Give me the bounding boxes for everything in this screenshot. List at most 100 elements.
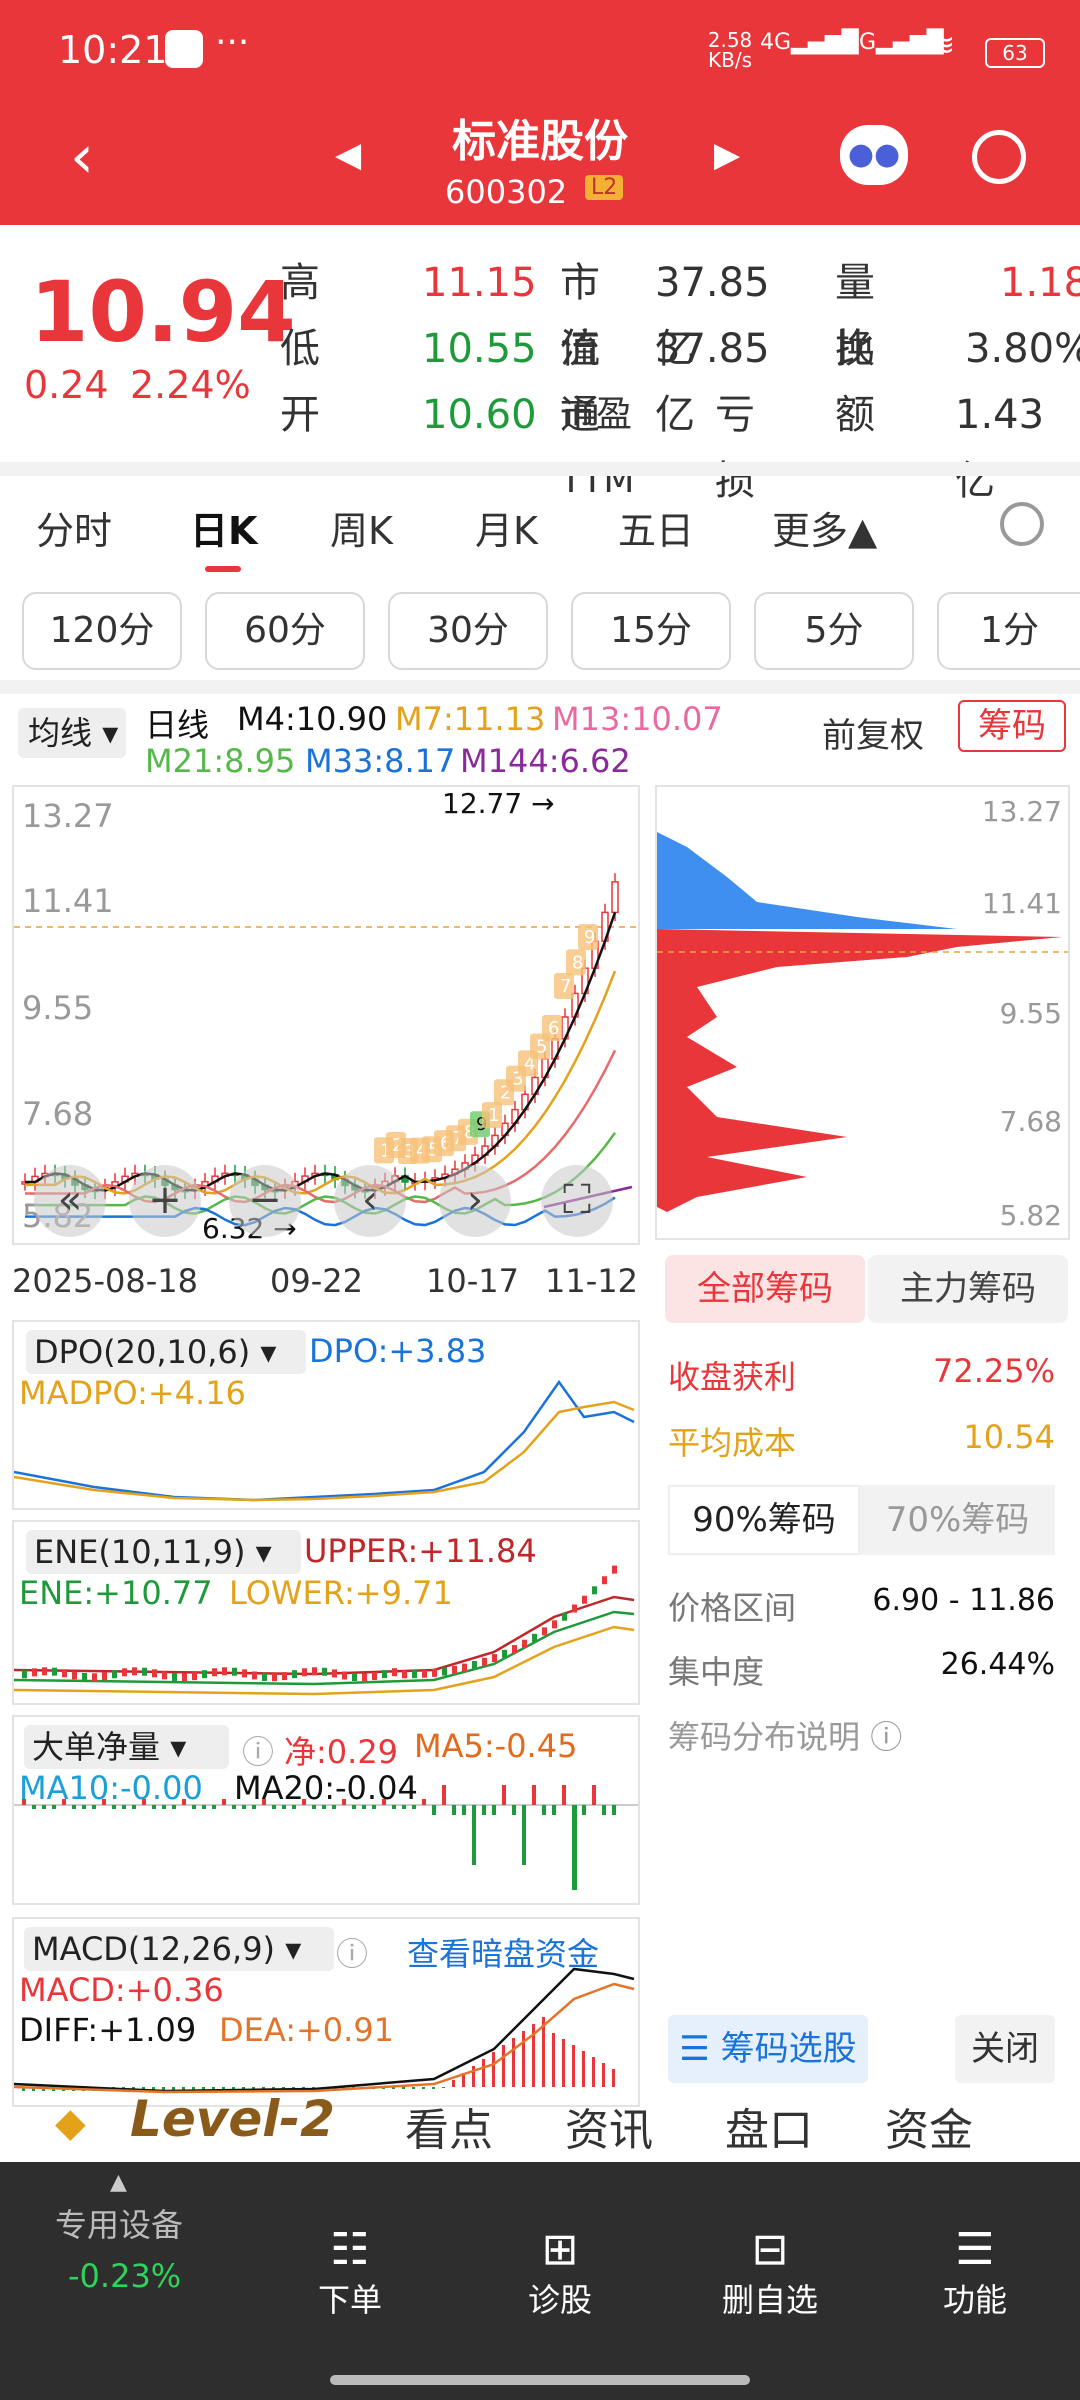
macd-help-icon[interactable]: ⓘ <box>336 1935 369 1973</box>
dpo-pane[interactable]: DPO(20,10,6) ▾ DPO:+3.83 MADPO:+4.16 <box>12 1320 640 1510</box>
chip-close-button[interactable]: 关闭 <box>955 2015 1055 2083</box>
ene-candle <box>242 1669 247 1678</box>
ene-candle <box>192 1672 197 1681</box>
content-tabs: ◆ Level-2 看点 资讯 盘口 资金 <box>0 2090 1080 2160</box>
tab-intraday[interactable]: 分时 <box>36 509 113 553</box>
min-60-button[interactable]: 60分 <box>205 592 365 670</box>
ddx-bar <box>222 1799 226 1805</box>
fullscreen-icon[interactable]: ⛶ <box>541 1165 613 1237</box>
ma-m21: M21:8.95 <box>145 742 296 780</box>
ddx-net: 净:0.29 <box>284 1733 399 1771</box>
remove-watchlist-button[interactable]: ⊟ 删自选 <box>715 2224 825 2321</box>
quote-grid: 高 11.15 市值 37.85亿 量比 1.18 低 10.55 流通 37.85亿换 3.80… <box>280 260 1080 504</box>
tab-five-day[interactable]: 五日 <box>618 509 695 553</box>
ene-candle <box>362 1673 367 1682</box>
min-15-button[interactable]: 15分 <box>571 592 731 670</box>
search-icon[interactable] <box>972 130 1026 184</box>
ene-pane[interactable]: ENE(10,11,9) ▾ UPPER:+11.84 ENE:+10.77 L… <box>12 1520 640 1705</box>
chip-stock-pick-button[interactable]: ☰ 筹码选股 <box>668 2015 868 2083</box>
chip-pane: 13.27 11.41 9.55 7.68 5.82 <box>655 785 1070 1240</box>
ddx-chart <box>14 1785 638 1890</box>
min-1-button[interactable]: 1分 <box>937 592 1080 670</box>
robot-assistant-icon[interactable]: ●● <box>840 125 908 185</box>
ddx-bar <box>442 1785 446 1805</box>
min-30-button[interactable]: 30分 <box>388 592 548 670</box>
diagnose-icon: ⊞ <box>541 2224 579 2275</box>
ene-candle <box>332 1669 337 1678</box>
ma-m144: M144:6.62 <box>460 742 631 780</box>
sequence-marker-label: 8 <box>464 1122 475 1143</box>
prev-stock-icon[interactable]: ◀ <box>335 135 362 175</box>
ene-candle <box>182 1673 187 1682</box>
ene-candle <box>92 1673 97 1682</box>
tab-monthly-k[interactable]: 月K <box>475 509 538 553</box>
ddx-help-icon[interactable]: ⓘ <box>242 1733 275 1771</box>
zoom-out-icon[interactable]: − <box>229 1165 301 1237</box>
chip-toggle-button[interactable]: 筹码 <box>958 700 1066 752</box>
tab-more[interactable]: 更多▲ <box>772 509 878 553</box>
k-ytick-3: 7.68 <box>22 1095 94 1133</box>
ddx-bar <box>22 1799 26 1805</box>
ene-candle <box>112 1670 117 1679</box>
signal-icon-2: 4G▂▄▆█ <box>845 30 944 55</box>
order-icon: ☷ <box>330 2224 370 2275</box>
tab-main-chips[interactable]: 主力筹码 <box>868 1255 1068 1323</box>
min-5-button[interactable]: 5分 <box>754 592 914 670</box>
scroll-left-fast-icon[interactable]: « <box>34 1165 106 1237</box>
profit-label: 收盘获利 <box>668 1358 797 1396</box>
macd-bar <box>552 2033 555 2087</box>
menu-icon: ☰ <box>955 2224 995 2275</box>
sequence-marker-label: 7 <box>452 1128 463 1149</box>
tab-news[interactable]: 资讯 <box>565 2105 653 2156</box>
dpo-selector[interactable]: DPO(20,10,6) ▾ <box>26 1330 306 1374</box>
ddx-bar <box>542 1805 546 1815</box>
order-button[interactable]: ☷ 下单 <box>310 2224 390 2321</box>
sequence-marker-label: 5 <box>428 1139 439 1160</box>
ddx-bar <box>582 1805 586 1815</box>
ene-selector[interactable]: ENE(10,11,9) ▾ <box>26 1530 301 1574</box>
dark-pool-link[interactable]: 查看暗盘资金 <box>407 1935 600 1973</box>
adjust-mode[interactable]: 前复权 <box>822 716 924 756</box>
scroll-left-icon[interactable]: ‹ <box>334 1165 406 1237</box>
next-stock-icon[interactable]: ▶ <box>714 135 741 175</box>
macd-bar <box>592 2057 595 2087</box>
tab-orderbook[interactable]: 盘口 <box>725 2105 813 2156</box>
ddx-bar <box>462 1805 466 1815</box>
ene-candle <box>582 1595 587 1604</box>
macd-pane[interactable]: MACD(12,26,9) ▾ ⓘ 查看暗盘资金 MACD:+0.36 DIFF… <box>12 1917 640 2107</box>
tab-90-chips[interactable]: 90%筹码 <box>668 1485 860 1555</box>
min-120-button[interactable]: 120分 <box>22 592 182 670</box>
tab-daily-k[interactable]: 日K <box>190 509 258 553</box>
tab-level2[interactable]: Level-2 <box>130 2090 335 2148</box>
macd-bar <box>582 2051 585 2087</box>
tab-highlights[interactable]: 看点 <box>405 2105 493 2156</box>
back-icon[interactable]: ‹ <box>70 122 94 192</box>
tab-weekly-k[interactable]: 周K <box>330 509 393 553</box>
settings-hex-icon[interactable] <box>1000 502 1044 546</box>
macd-selector[interactable]: MACD(12,26,9) ▾ <box>24 1927 334 1971</box>
ene-candle <box>102 1672 107 1681</box>
tab-all-chips[interactable]: 全部筹码 <box>665 1255 865 1323</box>
ddx-bar <box>282 1805 286 1809</box>
tab-funds[interactable]: 资金 <box>885 2105 973 2156</box>
chip-help-link[interactable]: 筹码分布说明 ⓘ <box>668 1718 903 1756</box>
ddx-selector[interactable]: 大单净量 ▾ <box>24 1725 229 1769</box>
expand-up-icon[interactable]: ▲ <box>110 2170 127 2195</box>
diagnose-button[interactable]: ⊞ 诊股 <box>520 2224 600 2321</box>
macd-bar <box>522 2031 525 2087</box>
sequence-marker-label: 1 <box>488 1105 499 1126</box>
tab-70-chips[interactable]: 70%筹码 <box>860 1485 1055 1555</box>
scroll-right-icon[interactable]: › <box>439 1165 511 1237</box>
ddx-bar <box>502 1785 506 1805</box>
macd-bar <box>482 2059 485 2087</box>
macd-bar <box>472 2066 475 2087</box>
ma-selector[interactable]: 均线 ▾ <box>18 708 126 758</box>
ene-candle <box>372 1672 377 1681</box>
zoom-in-icon[interactable]: + <box>129 1165 201 1237</box>
diamond-icon: ◆ <box>55 2100 86 2146</box>
function-button[interactable]: ☰ 功能 <box>935 2224 1015 2321</box>
sector-name[interactable]: 专用设备 <box>55 2206 184 2244</box>
ddx-pane[interactable]: 大单净量 ▾ ⓘ 净:0.29 MA5:-0.45 MA10:-0.00 MA2… <box>12 1715 640 1905</box>
ene-candle <box>532 1633 537 1642</box>
